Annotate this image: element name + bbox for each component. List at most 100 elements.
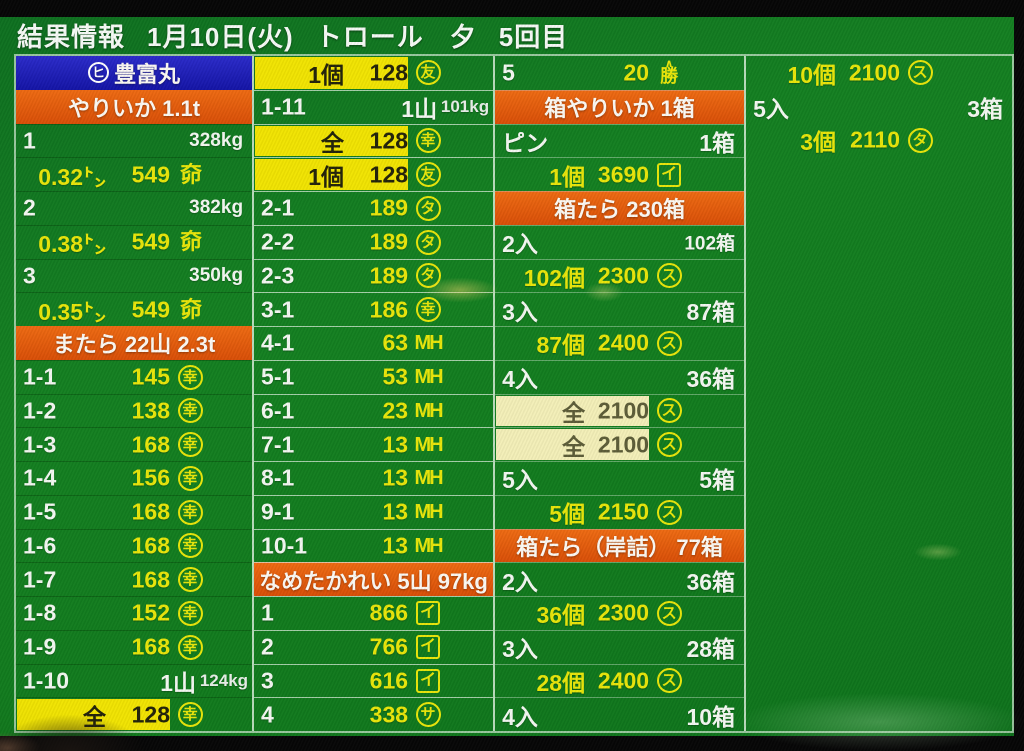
price-value: 128 xyxy=(369,59,409,86)
mark-box: 奅 xyxy=(172,293,208,326)
row-id: 5入 xyxy=(753,95,789,122)
mark-box: MH xyxy=(410,530,446,563)
row-id: 1-6 xyxy=(23,532,57,559)
buyer-mark-icon: ヒ xyxy=(88,62,110,84)
mark-box: 幸 xyxy=(172,563,208,596)
row-id: 5-1 xyxy=(261,363,295,390)
mark-box: 友 xyxy=(410,158,446,191)
result-row: 3 616 イ xyxy=(254,663,494,698)
row-id: 1-4 xyxy=(23,464,57,491)
price-value: 766 xyxy=(369,633,409,660)
lot-quantity: 36個 xyxy=(536,602,586,629)
result-row: 8-1 13 MH xyxy=(254,461,494,495)
mark-box: 奅 xyxy=(172,226,208,259)
quantity-value: 1山 xyxy=(160,669,197,696)
result-row: 1 866 イ xyxy=(254,596,494,630)
mark-box: ス xyxy=(902,56,938,90)
buyer-mark-icon: 奅 xyxy=(179,296,202,322)
row-id: 3入 xyxy=(502,636,538,663)
result-row: 1-11 1山 101kg xyxy=(254,89,494,124)
result-row: 102個 2300 ス xyxy=(495,258,745,293)
result-row: 1-10 1山 124kg xyxy=(16,663,253,698)
quantity-value: 87箱 xyxy=(686,298,736,325)
price-value: 152 xyxy=(131,599,170,626)
mark-box: 幸 xyxy=(172,530,208,563)
lot-quantity: 87個 xyxy=(536,332,586,359)
result-row: 1-8 152 幸 xyxy=(16,596,253,630)
price-value: 63 xyxy=(382,329,409,356)
result-row: 0.35㌧ 549 奅 xyxy=(16,292,253,326)
price-value: 128 xyxy=(131,701,170,728)
price-value: 168 xyxy=(131,633,170,660)
mark-box: MH xyxy=(410,428,446,461)
result-row xyxy=(746,157,1012,191)
result-row xyxy=(746,292,1012,326)
mark-box: タ xyxy=(902,124,938,158)
lot-quantity: 0.32㌧ xyxy=(38,163,106,190)
mark-box: イ xyxy=(651,158,687,191)
mark-box: 幸 xyxy=(410,293,446,326)
price-value: 189 xyxy=(369,194,409,221)
row-id: 1-8 xyxy=(23,599,57,626)
result-row: 1-1 145 幸 xyxy=(16,359,253,394)
mark-box: イ xyxy=(410,665,446,698)
header-label: 箱やりいか 1箱 xyxy=(544,96,695,122)
result-row: 7-1 13 MH xyxy=(254,427,494,461)
result-row: 2入 36箱 xyxy=(495,562,745,596)
price-value: 186 xyxy=(369,296,409,323)
buyer-mark-icon: ∧ 勝 xyxy=(660,58,679,86)
result-row: 28個 2400 ス xyxy=(495,663,745,698)
result-row xyxy=(746,495,1012,529)
mark-box: ∧ 勝 xyxy=(651,56,687,90)
page-title: 結果情報 xyxy=(17,22,126,52)
mark-box: サ xyxy=(410,698,446,731)
result-row xyxy=(746,664,1012,698)
buyer-mark-icon: タ xyxy=(415,263,441,289)
header-label: またら 22山 2.3t xyxy=(52,331,216,357)
price-value: 2100 xyxy=(597,431,650,458)
mark-box: 友 xyxy=(410,56,446,90)
price-value: 866 xyxy=(369,599,409,626)
result-row xyxy=(746,427,1012,461)
result-row: 1-2 138 幸 xyxy=(16,393,253,428)
price-value: 168 xyxy=(131,431,170,458)
results-screen: 結果情報 1月10日(火) トロール 夕 5回目 ヒ豊富丸 やりいか 1.1t 1 3… xyxy=(0,17,1014,736)
price-value: 549 xyxy=(131,228,170,255)
title-round: 5回目 xyxy=(498,22,569,52)
price-value: 189 xyxy=(369,228,409,255)
weight-label: 101kg xyxy=(440,97,490,117)
price-value: 189 xyxy=(369,262,409,289)
price-value: 2110 xyxy=(850,126,901,153)
row-id: 2-2 xyxy=(261,228,295,255)
price-value: 616 xyxy=(369,667,409,694)
results-grid: ヒ豊富丸 やりいか 1.1t 1 328kg 0.32㌧ 549 奅 2 382kg 0.38㌧ 5… xyxy=(14,54,1014,733)
result-row: 3入 28箱 xyxy=(495,629,745,664)
mark-box: 幸 xyxy=(172,395,208,428)
buyer-mark-icon: MH xyxy=(414,332,443,355)
quantity-value: 28箱 xyxy=(686,636,736,663)
row-id: 6-1 xyxy=(261,397,295,424)
result-row: 1個 128 友 xyxy=(254,56,493,90)
mark-box: ス xyxy=(651,665,687,698)
row-id: 4 xyxy=(261,701,274,728)
result-row: 4 338 サ xyxy=(254,697,494,731)
title-category: トロール xyxy=(315,22,424,52)
price-value: 13 xyxy=(382,532,409,559)
weight-label: 124kg xyxy=(199,670,249,690)
price-value: 2100 xyxy=(597,397,650,424)
quantity-value: 10箱 xyxy=(686,703,736,730)
buyer-mark-icon: 奅 xyxy=(179,229,202,255)
vessel-header: ヒ豊富丸 xyxy=(16,56,253,90)
mark-char: 勝 xyxy=(660,65,679,86)
buyer-mark-icon: 幸 xyxy=(177,702,203,728)
row-id: 8-1 xyxy=(261,464,295,491)
result-row: 1-4 156 幸 xyxy=(16,461,253,495)
buyer-mark-icon: MH xyxy=(414,399,443,422)
result-row: 5入 5箱 xyxy=(495,461,745,495)
buyer-mark-icon: ス xyxy=(656,263,682,289)
result-row xyxy=(746,596,1012,630)
price-value: 2300 xyxy=(597,262,650,289)
quantity-value: 382kg xyxy=(189,197,244,219)
buyer-mark-icon: 幸 xyxy=(177,465,203,491)
result-row: 5-1 53 MH xyxy=(254,359,494,394)
